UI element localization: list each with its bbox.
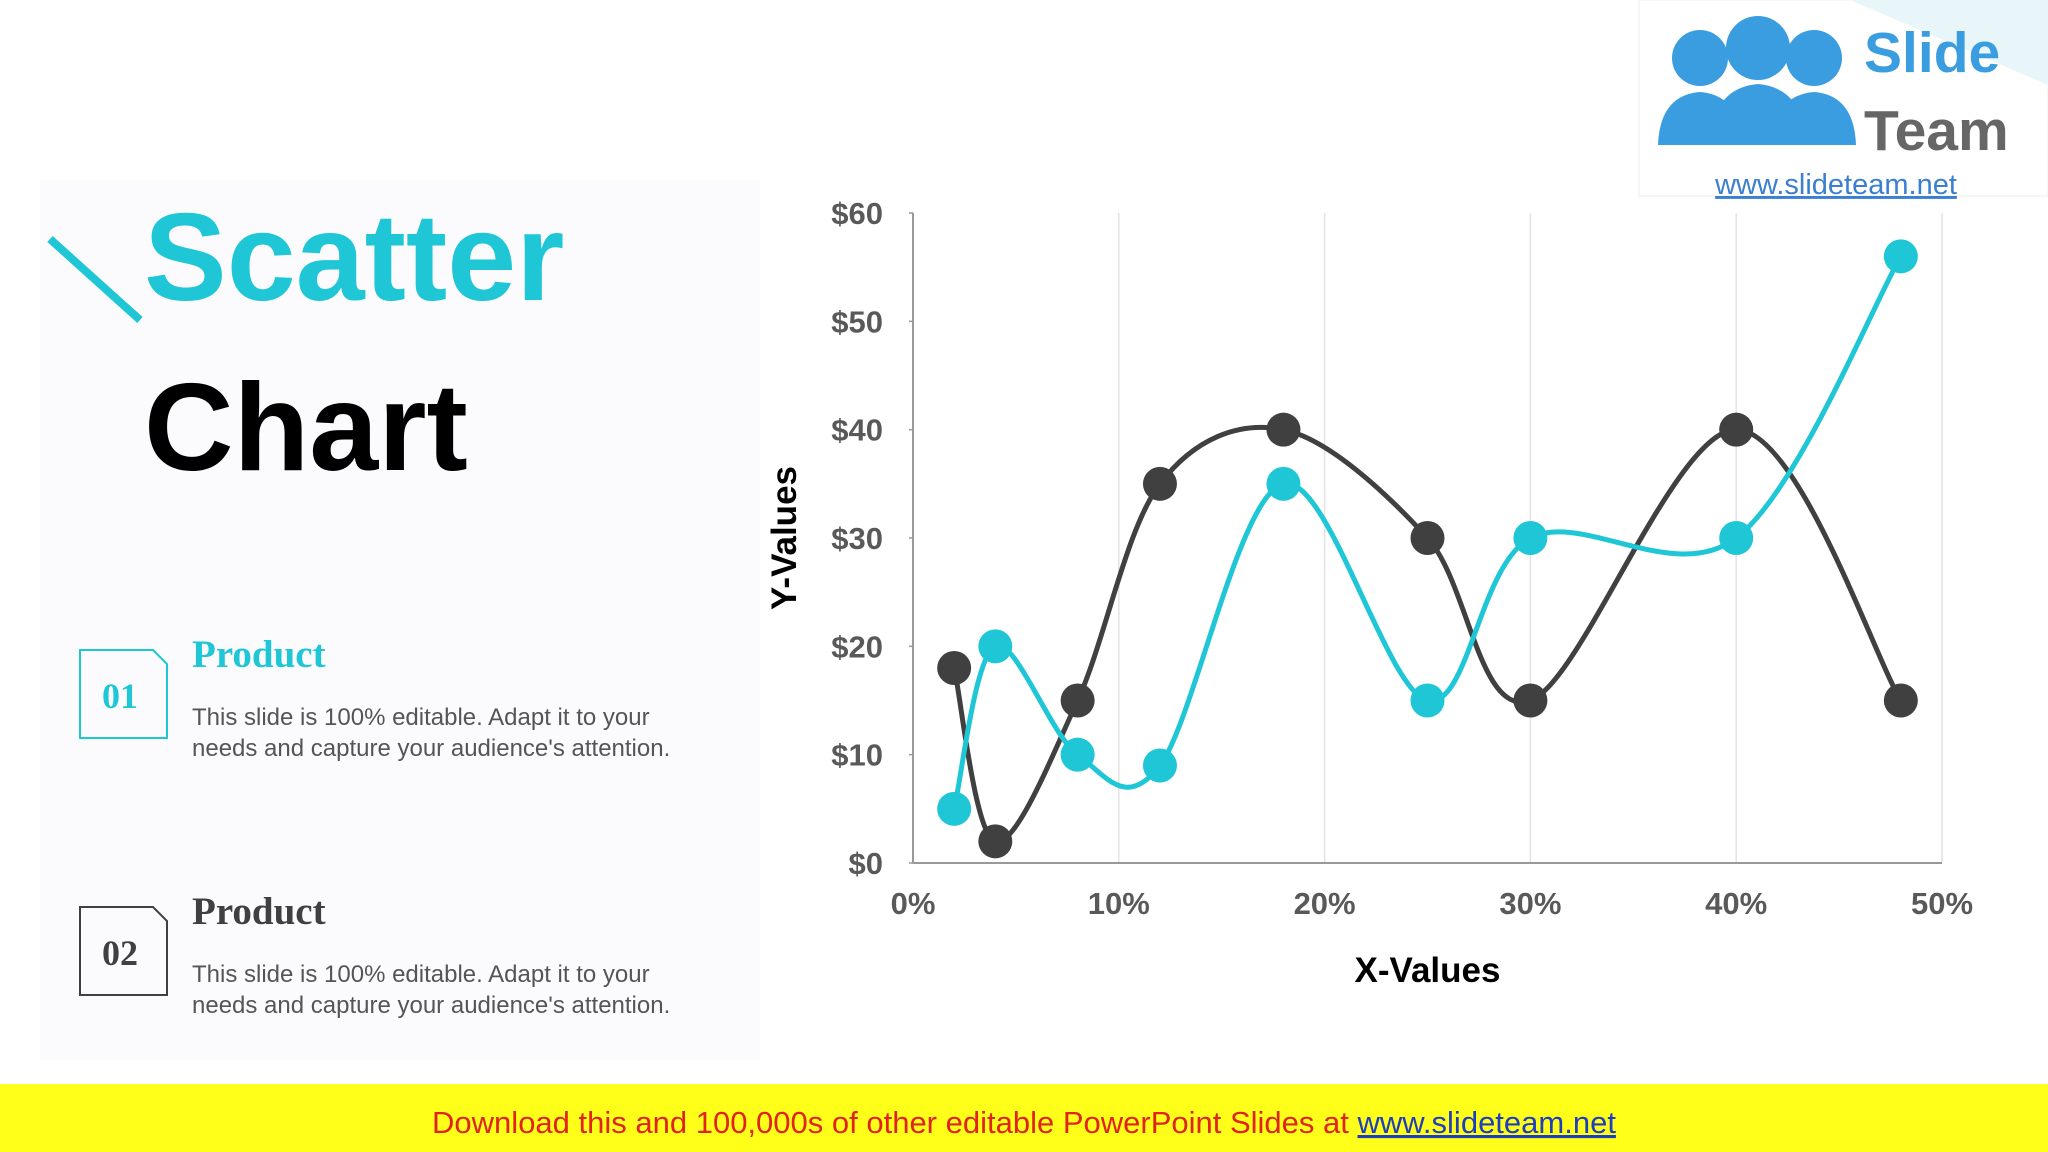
point: [1719, 412, 1754, 447]
point: [1513, 521, 1548, 555]
point: [1410, 521, 1445, 555]
title-accent: [47, 236, 143, 323]
point: [1060, 683, 1095, 718]
item-box: [79, 906, 168, 996]
y-tick-label: $10: [831, 738, 883, 773]
chart: 0% 10% 20% 30% 40% 50% $0 $10 $20 $30 $40 $50 $60 X-V…: [765, 196, 1973, 990]
y-tick-label: $50: [831, 304, 883, 339]
y-tick-label: $0: [849, 846, 883, 881]
footer-link[interactable]: www.slideteam.net: [1356, 1105, 1616, 1140]
point: [978, 629, 1013, 664]
item-text: needs and capture your audience's attent…: [192, 735, 670, 762]
point: [1883, 683, 1918, 718]
y-tick-label: $60: [831, 196, 883, 231]
series-line: [951, 255, 1903, 810]
point: [1513, 683, 1548, 718]
footer-text: Download this and 100,000s of other edit…: [432, 1105, 1616, 1140]
y-tick-label: $30: [831, 521, 883, 556]
logo-word: Team: [1864, 99, 2009, 163]
point: [1142, 466, 1177, 501]
logo-word: Slide: [1864, 21, 2000, 85]
point: [1142, 748, 1177, 783]
point: [1266, 412, 1301, 447]
x-tick-label: 30%: [1499, 886, 1561, 921]
x-tick-label: 10%: [1088, 886, 1150, 921]
point: [1883, 239, 1918, 274]
title-line2: Chart: [144, 359, 468, 497]
item-number: 01: [102, 676, 138, 716]
item-text: This slide is 100% editable. Adapt it to…: [192, 961, 650, 988]
item-text: This slide is 100% editable. Adapt it to…: [192, 704, 650, 731]
point: [1266, 466, 1301, 501]
x-tick-label: 50%: [1911, 886, 1973, 921]
item-number: 02: [102, 933, 138, 973]
item-heading: Product: [192, 633, 326, 676]
point: [1719, 521, 1754, 555]
item-box: [79, 649, 168, 739]
x-axis-title: X-Values: [1355, 951, 1501, 990]
footer-band: [0, 1084, 2048, 1152]
y-tick-label: $20: [831, 629, 883, 664]
title-line1: Scatter: [144, 189, 564, 327]
x-tick-label: 0%: [891, 886, 936, 921]
logo-icon: [1658, 16, 1856, 145]
logo-corner: [1850, 0, 2048, 85]
x-tick-label: 40%: [1705, 886, 1767, 921]
point: [937, 791, 972, 826]
x-tick-label: 20%: [1294, 886, 1356, 921]
item-heading: Product: [192, 890, 326, 933]
y-axis-title: Y-Values: [765, 466, 804, 610]
point: [1060, 737, 1095, 772]
logo-url[interactable]: www.slideteam.net: [1714, 169, 1957, 201]
item-text: needs and capture your audience's attent…: [192, 992, 670, 1019]
y-tick-label: $40: [831, 413, 883, 448]
point: [978, 824, 1013, 859]
footer-message: Download this and 100,000s of other edit…: [432, 1105, 1357, 1140]
point: [937, 651, 972, 685]
point: [1410, 683, 1445, 718]
